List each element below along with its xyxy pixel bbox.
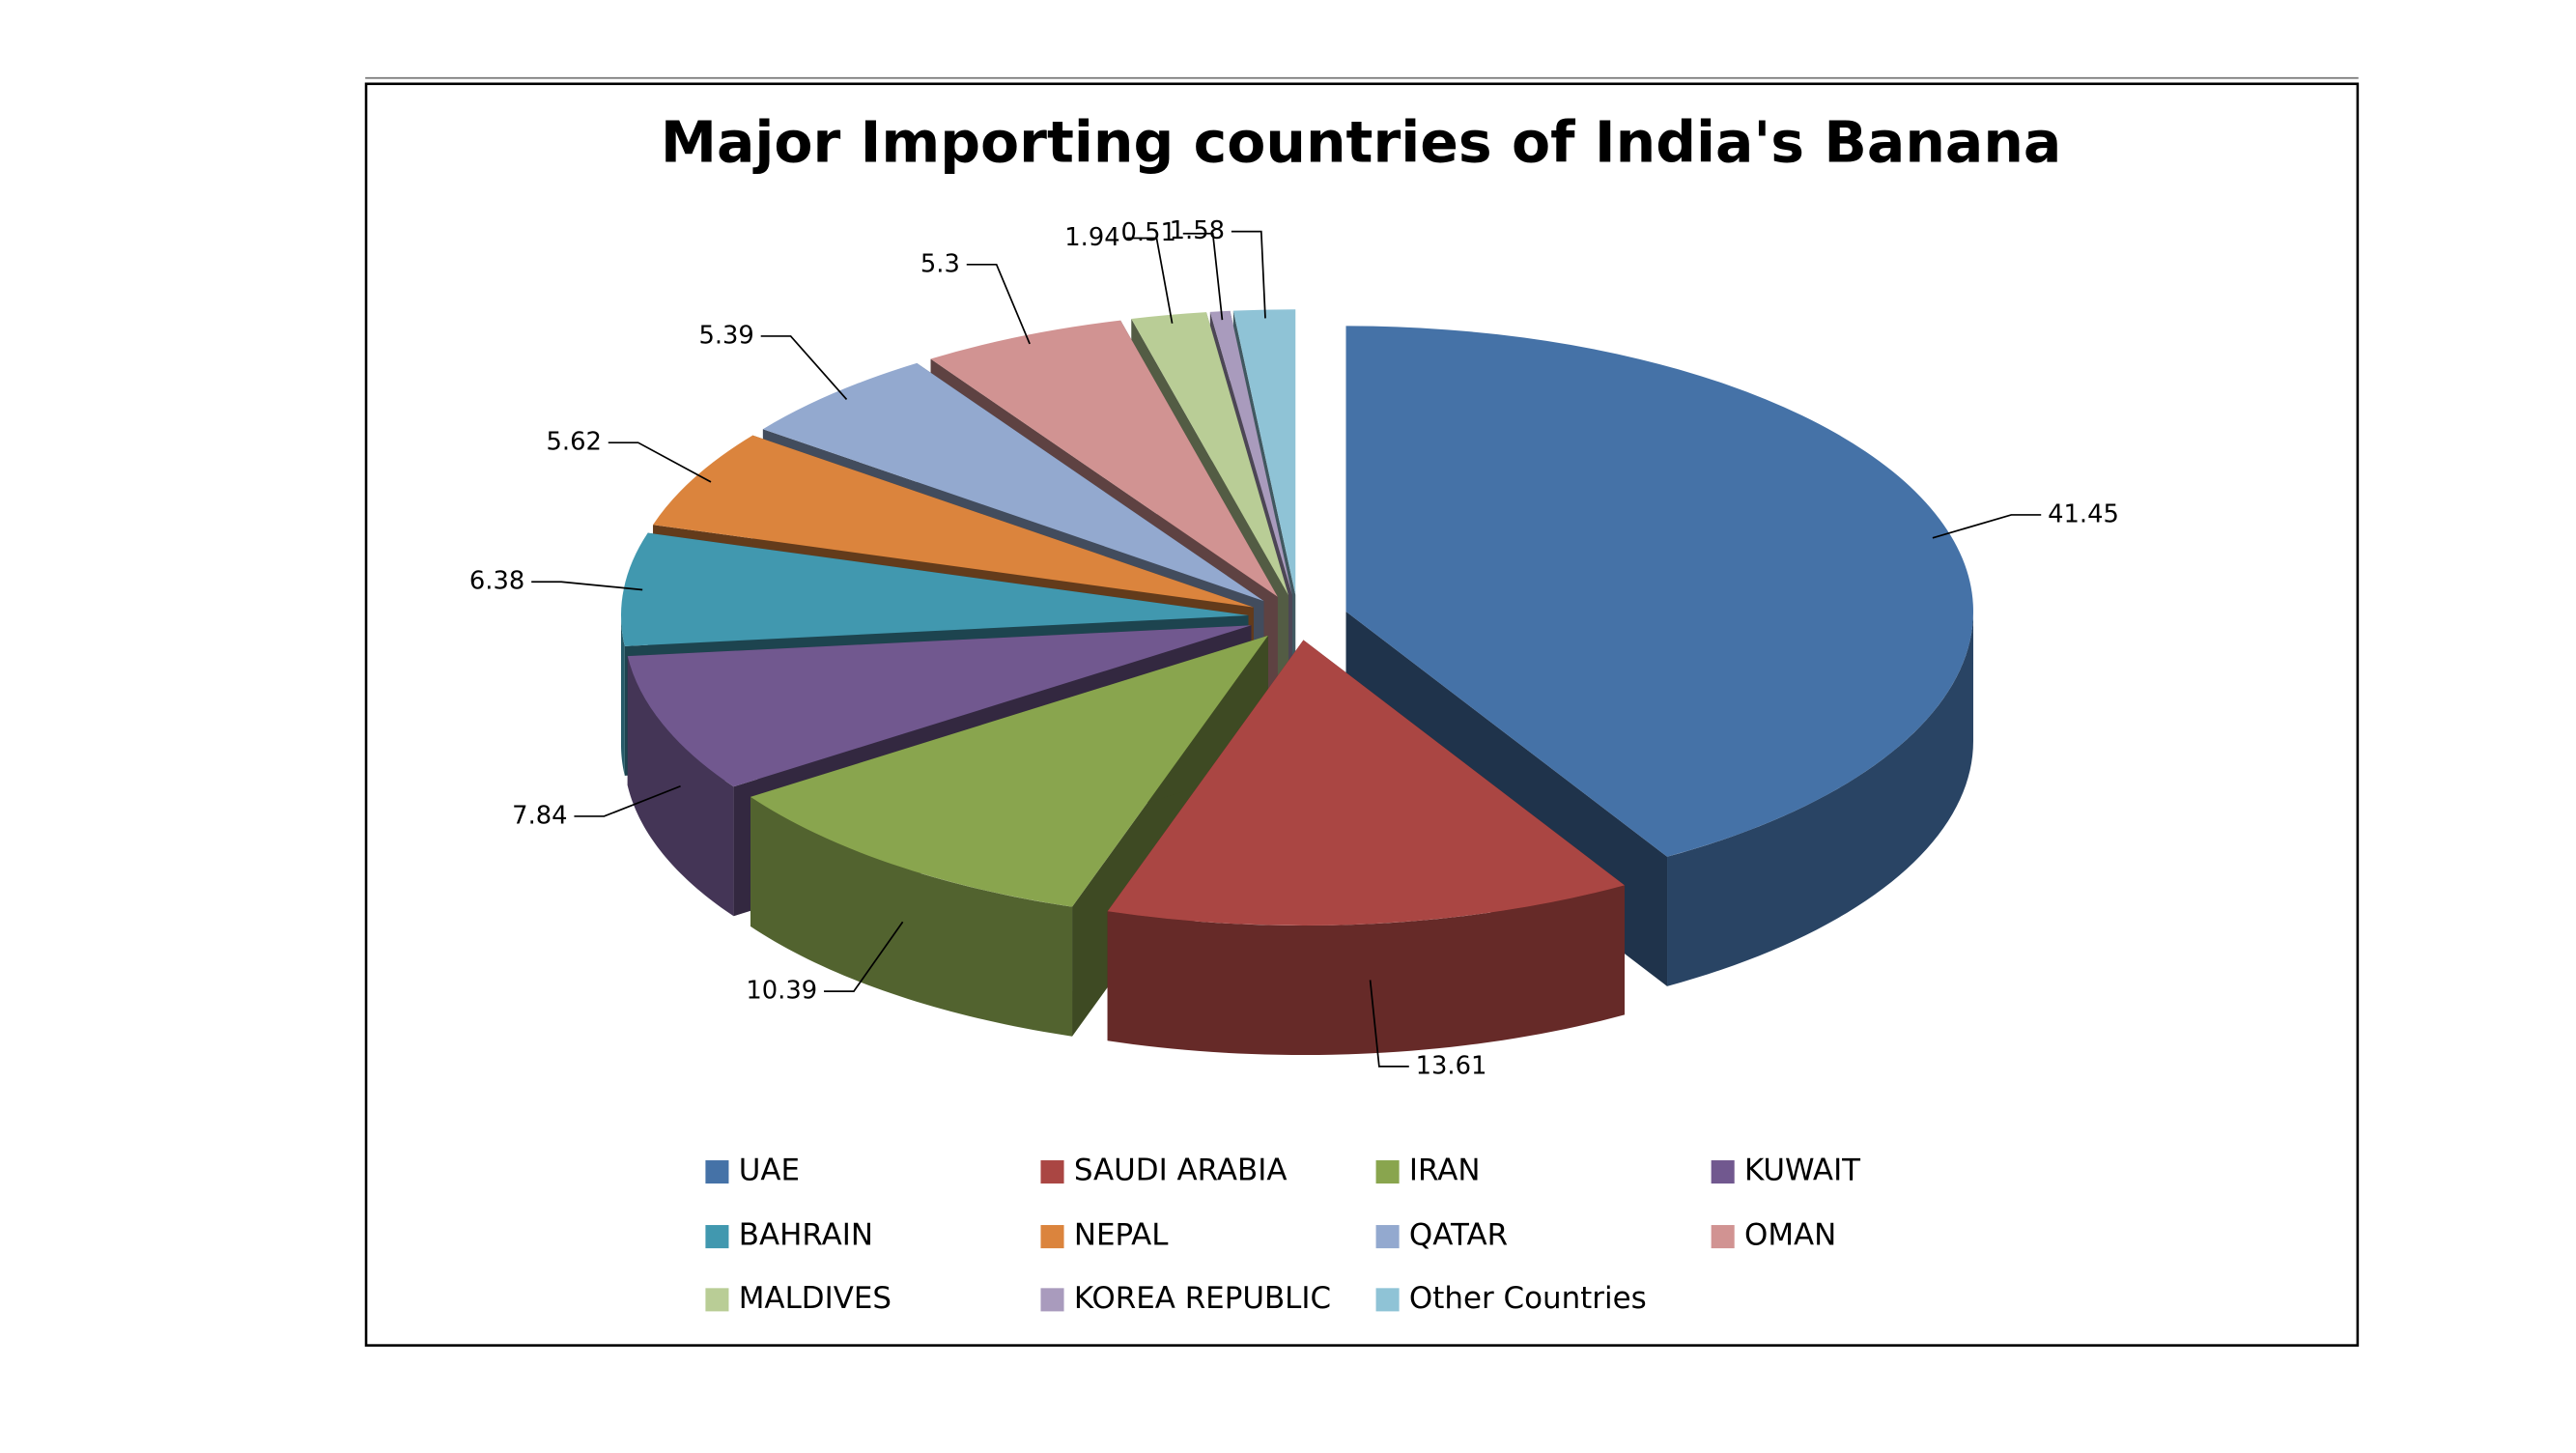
slice <box>653 435 1254 608</box>
leader-line <box>760 335 848 400</box>
slice <box>1131 312 1288 596</box>
slice <box>1232 309 1296 595</box>
slice-wall <box>620 615 625 776</box>
leader-line <box>1231 230 1266 319</box>
data-label: 5.62 <box>547 428 602 457</box>
slice <box>620 532 1249 646</box>
leader-line <box>1126 237 1174 324</box>
legend-swatch <box>705 1160 729 1184</box>
legend-label: Other Countries <box>1409 1281 1647 1316</box>
leader-line <box>1932 514 2042 539</box>
data-label: 7.84 <box>512 801 567 830</box>
legend-swatch <box>705 1225 729 1249</box>
leader-line <box>966 263 1031 345</box>
slice-wall <box>1667 611 1973 986</box>
legend-label: UAE <box>739 1154 800 1188</box>
slice <box>930 320 1278 597</box>
slice-wall <box>750 796 1073 1037</box>
slice-wall <box>1107 885 1625 1056</box>
data-label: 5.39 <box>698 321 753 350</box>
legend-label: KOREA REPUBLIC <box>1074 1281 1331 1316</box>
legend-label: QATAR <box>1409 1218 1508 1253</box>
legend-label: IRAN <box>1409 1154 1481 1188</box>
legend-label: OMAN <box>1744 1218 1836 1253</box>
slice <box>627 625 1252 787</box>
legend-swatch <box>1711 1225 1735 1249</box>
leader-line <box>1182 232 1224 321</box>
legend-label: NEPAL <box>1074 1218 1169 1253</box>
legend-swatch <box>1711 1160 1735 1184</box>
legend-label: KUWAIT <box>1744 1154 1860 1188</box>
slice <box>1345 326 1973 857</box>
data-label: 1.58 <box>1170 216 1225 245</box>
data-label: 0.51 <box>1121 218 1176 247</box>
slice <box>750 635 1268 907</box>
legend-label: MALDIVES <box>739 1281 892 1316</box>
legend-swatch <box>705 1288 729 1312</box>
legend-label: SAUDI ARABIA <box>1074 1154 1288 1188</box>
data-label: 6.38 <box>469 567 524 596</box>
leader-line <box>574 784 681 817</box>
leader-line <box>608 442 712 483</box>
leader-line <box>824 921 904 993</box>
legend-swatch <box>1375 1288 1400 1312</box>
slice <box>1209 310 1292 595</box>
slice <box>1107 640 1625 926</box>
slice <box>762 362 1264 602</box>
slice-wall <box>627 656 734 917</box>
legend-swatch <box>1375 1160 1400 1184</box>
chart-title: Major Importing countries of India's Ban… <box>661 109 2062 175</box>
data-label: 10.39 <box>746 977 817 1006</box>
leader-line <box>531 581 643 591</box>
data-label: 41.45 <box>2048 499 2119 528</box>
data-label: 13.61 <box>1416 1051 1487 1080</box>
legend-label: BAHRAIN <box>739 1218 873 1253</box>
legend-swatch <box>1375 1225 1400 1249</box>
leader-line <box>1369 980 1409 1068</box>
legend-swatch <box>1040 1225 1064 1249</box>
data-label: 1.94 <box>1064 223 1119 252</box>
legend-swatch <box>1040 1288 1064 1312</box>
legend-swatch <box>1040 1160 1064 1184</box>
data-label: 5.3 <box>920 249 960 278</box>
